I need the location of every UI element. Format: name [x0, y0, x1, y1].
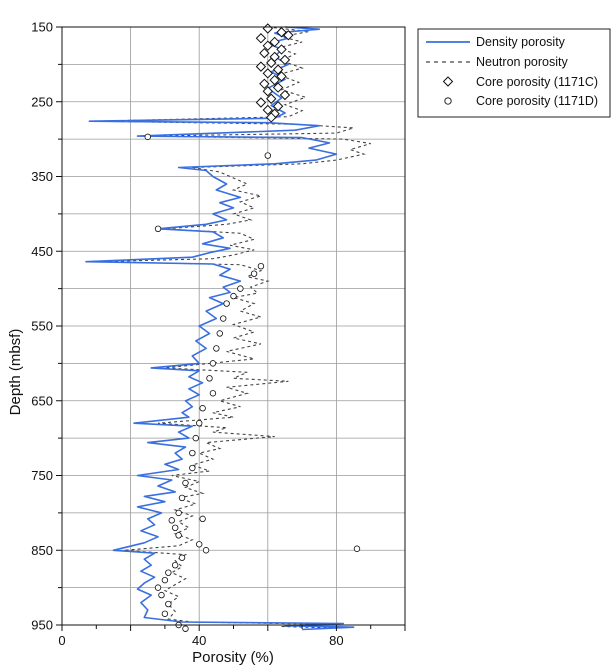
- legend-density-label: Density porosity: [476, 35, 566, 49]
- core-1171d-point: [175, 532, 182, 539]
- core-1171d-point: [161, 610, 169, 617]
- core-1171d-point: [250, 270, 258, 277]
- core-1171d-point: [154, 225, 162, 233]
- core-1171d-point: [165, 569, 172, 576]
- core-1171d-point: [182, 625, 189, 632]
- core-1171d-point: [171, 562, 179, 569]
- core-1171c-point: [255, 61, 267, 72]
- core-1171c-point: [276, 44, 287, 55]
- core-1171c-point: [262, 68, 274, 79]
- core-1171d-point: [223, 300, 230, 307]
- core-1171d-point: [154, 584, 162, 591]
- x-axis: 0 40 80: [58, 625, 406, 648]
- core-1171d-point: [209, 390, 217, 397]
- core-1171c-point: [259, 78, 270, 90]
- core-1171d-point: [230, 292, 237, 300]
- legend-diamond-marker: [442, 76, 454, 87]
- core-1171d-point: [199, 515, 206, 523]
- core-1171d-point: [206, 375, 213, 382]
- core-1171d-point: [178, 554, 186, 561]
- core-1171c-point: [255, 33, 267, 44]
- core-1171d-point: [199, 405, 206, 412]
- core-1171c-point: [276, 27, 287, 38]
- core-1171d-point: [220, 315, 227, 322]
- core-1171d-point: [175, 509, 182, 517]
- core-1171c-point: [279, 54, 291, 66]
- core-1171c-point: [272, 64, 284, 75]
- core-1171d-point: [195, 419, 203, 427]
- legend-core-1171c-label: Core porosity (1171C): [476, 75, 598, 89]
- y-tick-label: 550: [31, 319, 53, 334]
- core-1171c-point: [266, 57, 277, 69]
- core-1171d-point: [178, 494, 186, 502]
- core-1171c-point: [262, 86, 274, 97]
- legend-circle-marker: [444, 97, 452, 105]
- neutron-porosity-line: [96, 26, 371, 631]
- core-1171d-point: [189, 464, 196, 472]
- core-1171c-point: [269, 74, 280, 86]
- core-1171c-point: [255, 97, 267, 108]
- core-1171d-point: [171, 524, 179, 532]
- core-1171d-point: [182, 479, 189, 487]
- core-1171c-point: [259, 47, 270, 59]
- x-tick-label: 40: [192, 633, 206, 648]
- core-1171c-point: [272, 101, 284, 112]
- legend-core-1171d-label: Core porosity (1171D): [476, 94, 598, 108]
- legend-neutron-label: Neutron porosity: [476, 55, 568, 69]
- core-1171d-point: [213, 345, 220, 352]
- core-1171d-point: [216, 330, 223, 337]
- core-1171c-point: [279, 89, 291, 101]
- core-1171d-point: [144, 133, 151, 141]
- core-1171d-point: [165, 600, 172, 608]
- y-tick-label: 150: [31, 20, 53, 35]
- y-axis-title: Depth (mbsf): [7, 329, 24, 416]
- y-tick-label: 250: [31, 94, 53, 109]
- core-1171c-point: [269, 36, 280, 48]
- core-1171d-point: [202, 547, 210, 554]
- core-1171d-point: [192, 434, 199, 442]
- y-tick-label: 450: [31, 244, 53, 259]
- core-1171d-point: [158, 591, 165, 599]
- density-porosity-line: [85, 26, 355, 631]
- y-tick-label: 750: [31, 468, 53, 483]
- x-axis-title: Porosity (%): [192, 649, 274, 666]
- core-1171c-point: [266, 93, 277, 104]
- core-1171c-point: [276, 71, 287, 82]
- x-tick-label: 0: [58, 633, 65, 648]
- core-1171d-point: [189, 449, 196, 457]
- core-1171d-point: [209, 360, 217, 367]
- core-1171c-point: [272, 82, 284, 93]
- x-tick-label: 80: [329, 633, 343, 648]
- plot-area: [61, 23, 406, 632]
- y-tick-label: 950: [31, 618, 53, 633]
- y-axis: 150 250 350 450 550 650 750 850 950: [31, 20, 62, 633]
- core-1171d-point: [168, 517, 175, 524]
- core-1171c-point: [283, 30, 294, 41]
- core-1171c-point: [262, 104, 274, 116]
- core-1171d-point: [353, 545, 361, 552]
- core-1171d-point: [161, 576, 169, 584]
- core-1171d-point: [237, 285, 244, 292]
- core-1171c-point: [266, 112, 277, 123]
- core-1171d-point: [195, 541, 203, 548]
- y-tick-label: 350: [31, 169, 53, 184]
- core-1171d-point: [257, 263, 265, 270]
- y-tick-label: 650: [31, 393, 53, 408]
- core-1171c-point: [262, 40, 274, 51]
- core-1171d-point: [264, 152, 271, 159]
- y-tick-label: 850: [31, 543, 53, 558]
- legend: Density porosity Neutron porosity Core p…: [417, 28, 611, 118]
